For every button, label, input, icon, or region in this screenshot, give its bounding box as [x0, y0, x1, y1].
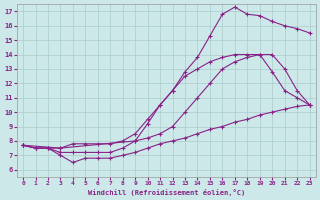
- X-axis label: Windchill (Refroidissement éolien,°C): Windchill (Refroidissement éolien,°C): [88, 189, 245, 196]
